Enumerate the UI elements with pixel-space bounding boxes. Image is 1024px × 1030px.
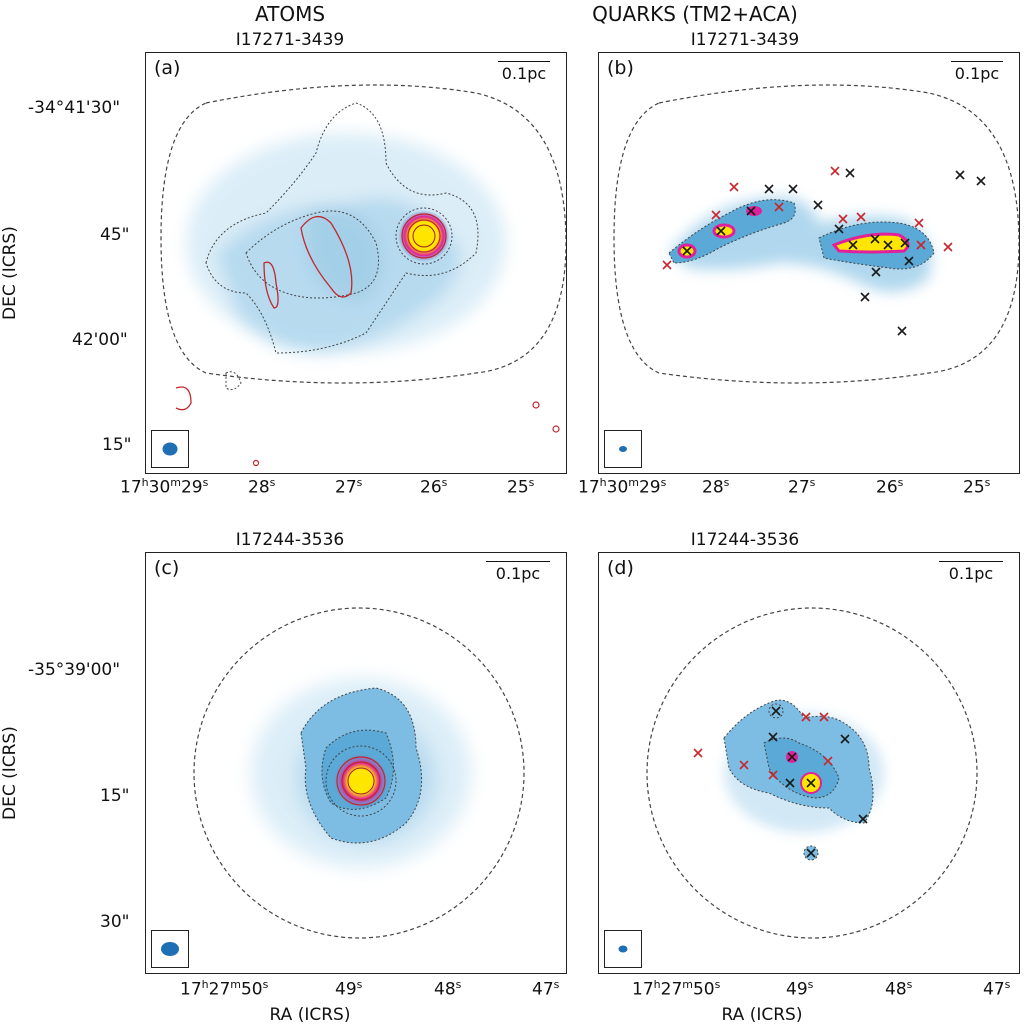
dec-tick-bottom-0: -35°39'00" [28, 660, 121, 680]
dec-tick-top-0: -34°41'30" [28, 98, 121, 118]
ra-tick-a-3: 26s [420, 476, 448, 498]
panel-c-image [193, 607, 525, 939]
panel-c-source-title: I17244-3536 [235, 530, 345, 550]
ra-tick-b-2: 27s [788, 476, 816, 498]
ra-tick-c-3: 47s [532, 978, 560, 1000]
ra-tick-d-1: 49s [786, 978, 814, 1000]
panel-b-label: (b) [607, 57, 634, 79]
ra-tick-d-3: 47s [983, 978, 1011, 1000]
dec-tick-bottom-2: 30" [100, 912, 130, 932]
scalebar-line [939, 561, 1003, 562]
beam-ellipse [619, 446, 627, 452]
xlabel-right: RA (ICRS) [721, 1005, 803, 1025]
beam-ellipse [618, 945, 628, 953]
beam-ellipse [162, 442, 178, 456]
ra-tick-b-3: 26s [876, 476, 904, 498]
panel-a: (a) 0.1pc [145, 52, 567, 474]
ra-tick-b-first: 17h30m29s [578, 476, 667, 498]
ylabel-bottom: DEC (ICRS) [0, 726, 20, 820]
panel-d-beam-box [604, 930, 642, 968]
panel-b-image [613, 84, 1019, 384]
panel-c-scalebar: 0.1pc [486, 561, 550, 583]
scalebar-line [951, 61, 1003, 62]
column-title-quarks: QUARKS (TM2+ACA) [592, 2, 798, 26]
beam-ellipse [161, 942, 179, 956]
panel-a-scalebar: 0.1pc [498, 61, 550, 83]
dec-tick-top-2: 42'00" [72, 330, 128, 350]
panel-a-image [160, 84, 566, 467]
panel-c: (c) 0.1pc [145, 552, 567, 974]
ra-tick-a-first: 17h30m29s [120, 476, 209, 498]
xlabel-left: RA (ICRS) [269, 1005, 351, 1025]
panel-b: (b) 0.1pc [598, 52, 1020, 474]
scalebar-label: 0.1pc [495, 564, 541, 583]
ra-tick-a-4: 25s [507, 476, 535, 498]
ra-tick-b-4: 25s [963, 476, 991, 498]
ra-tick-a-1: 28s [248, 476, 276, 498]
panel-b-scalebar: 0.1pc [951, 61, 1003, 83]
panel-d: (d) 0.1pc [598, 552, 1020, 974]
dec-tick-top-3: 15" [102, 435, 132, 455]
panel-d-label: (d) [607, 557, 634, 579]
ra-tick-c-1: 49s [335, 978, 363, 1000]
ra-tick-b-1: 28s [702, 476, 730, 498]
dec-tick-bottom-1: 15" [100, 786, 130, 806]
column-title-atoms: ATOMS [254, 2, 326, 26]
panel-c-label: (c) [154, 557, 180, 579]
panel-b-source-title: I17271-3439 [690, 30, 800, 50]
dec-tick-top-1: 45" [100, 225, 130, 245]
ra-tick-c-first: 17h27m50s [180, 978, 269, 1000]
panel-a-label: (a) [154, 57, 181, 79]
panel-d-image [646, 607, 978, 939]
ra-tick-c-2: 48s [434, 978, 462, 1000]
panel-b-beam-box [604, 430, 642, 468]
panel-d-source-title: I17244-3536 [690, 530, 800, 550]
ra-tick-d-first: 17h27m50s [632, 978, 721, 1000]
panel-a-beam-box [151, 430, 189, 468]
scalebar-label: 0.1pc [954, 64, 1000, 83]
scalebar-line [486, 561, 550, 562]
scalebar-label: 0.1pc [948, 564, 994, 583]
panel-a-source-title: I17271-3439 [235, 30, 345, 50]
ra-tick-a-2: 27s [335, 476, 363, 498]
panel-d-scalebar: 0.1pc [939, 561, 1003, 583]
ra-tick-d-2: 48s [885, 978, 913, 1000]
scalebar-line [498, 61, 550, 62]
panel-c-beam-box [151, 930, 189, 968]
scalebar-label: 0.1pc [501, 64, 547, 83]
ylabel-top: DEC (ICRS) [0, 226, 20, 320]
